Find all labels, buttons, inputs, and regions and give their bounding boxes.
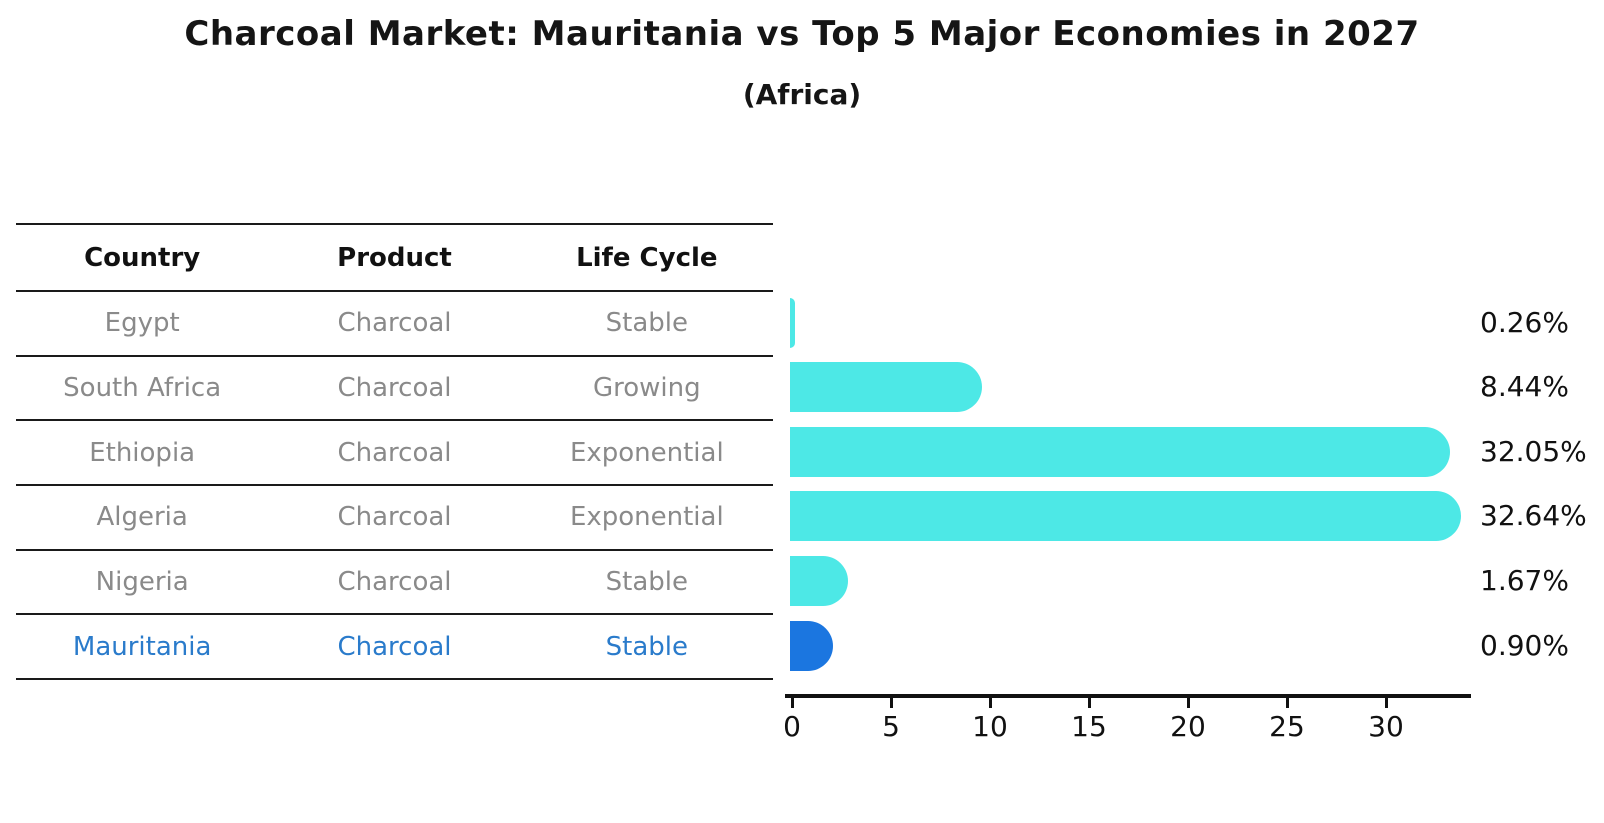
table-cell-country: Egypt — [104, 308, 180, 339]
table-cell-country: Mauritania — [72, 631, 212, 662]
x-axis-tick-label: 10 — [972, 710, 1008, 743]
x-axis-tick — [1186, 697, 1190, 708]
bar-value-label-algeria: 32.64% — [1480, 499, 1587, 532]
table-cell-product: Charcoal — [337, 502, 452, 533]
table-cell-product: Charcoal — [337, 631, 452, 662]
x-axis-tick-label: 15 — [1071, 710, 1107, 743]
bar-value-label-ethiopia: 32.05% — [1480, 435, 1587, 468]
bar-value-label-south-africa: 8.44% — [1480, 370, 1569, 403]
bar-value-label-egypt: 0.26% — [1480, 306, 1569, 339]
column-header-country: Country — [84, 242, 201, 273]
x-axis-tick-label: 5 — [882, 710, 900, 743]
x-axis-tick-label: 30 — [1368, 710, 1404, 743]
table-cell-country: South Africa — [63, 373, 222, 404]
x-axis-tick-label: 0 — [783, 710, 801, 743]
table-cell-country: Algeria — [96, 502, 188, 533]
bar-value-label-mauritania: 0.90% — [1480, 629, 1569, 662]
table-cell-product: Charcoal — [337, 373, 452, 404]
table-cell-product: Charcoal — [337, 308, 452, 339]
table-cell-life-cycle: Exponential — [569, 437, 724, 468]
x-axis-tick — [1384, 697, 1388, 708]
country-table: Country Product Life Cycle Egypt Charcoal… — [16, 223, 773, 681]
table-cell-life-cycle: Growing — [592, 373, 701, 404]
table-body: Egypt Charcoal Stable South Africa Charcoal G… — [16, 290, 773, 678]
x-axis-tick — [889, 697, 893, 708]
table-cell-product: Charcoal — [337, 437, 452, 468]
table-bottom-rule — [16, 678, 773, 681]
table-cell-product: Charcoal — [337, 567, 452, 598]
table-row-mauritania: Mauritania Charcoal Stable — [16, 613, 773, 678]
table-row-south-africa: South Africa Charcoal Growing — [16, 354, 773, 420]
x-axis-line — [785, 694, 1471, 698]
table-row-ethiopia: Ethiopia Charcoal Exponential — [16, 419, 773, 484]
bar-value-label-nigeria: 1.67% — [1480, 564, 1569, 597]
bar-nigeria — [790, 556, 849, 606]
table-header-row: Country Product Life Cycle — [16, 223, 773, 290]
bar-ethiopia — [790, 427, 1450, 477]
page-subtitle: (Africa) — [742, 78, 862, 111]
column-header-product: Product — [337, 242, 452, 273]
x-axis-tick — [988, 697, 992, 708]
page-title: Charcoal Market: Mauritania vs Top 5 Maj… — [184, 14, 1420, 54]
table-row-egypt: Egypt Charcoal Stable — [16, 290, 773, 355]
bar-south-africa — [790, 362, 983, 412]
table-row-algeria: Algeria Charcoal Exponential — [16, 484, 773, 549]
table-cell-life-cycle: Stable — [605, 631, 688, 662]
table-cell-life-cycle: Stable — [605, 308, 688, 339]
x-axis-tick — [790, 697, 794, 708]
table-cell-country: Ethiopia — [89, 437, 196, 468]
table-cell-country: Nigeria — [95, 567, 189, 598]
x-axis-tick-label: 25 — [1269, 710, 1305, 743]
bar-egypt — [790, 298, 796, 348]
table-cell-life-cycle: Exponential — [569, 502, 724, 533]
x-axis-tick — [1087, 697, 1091, 708]
table-row-nigeria: Nigeria Charcoal Stable — [16, 548, 773, 614]
bar-algeria — [790, 491, 1462, 541]
x-axis-tick — [1285, 697, 1289, 708]
column-header-life-cycle: Life Cycle — [576, 242, 718, 273]
table-cell-life-cycle: Stable — [605, 567, 688, 598]
bar-mauritania — [790, 621, 833, 671]
x-axis-tick-label: 20 — [1170, 710, 1206, 743]
